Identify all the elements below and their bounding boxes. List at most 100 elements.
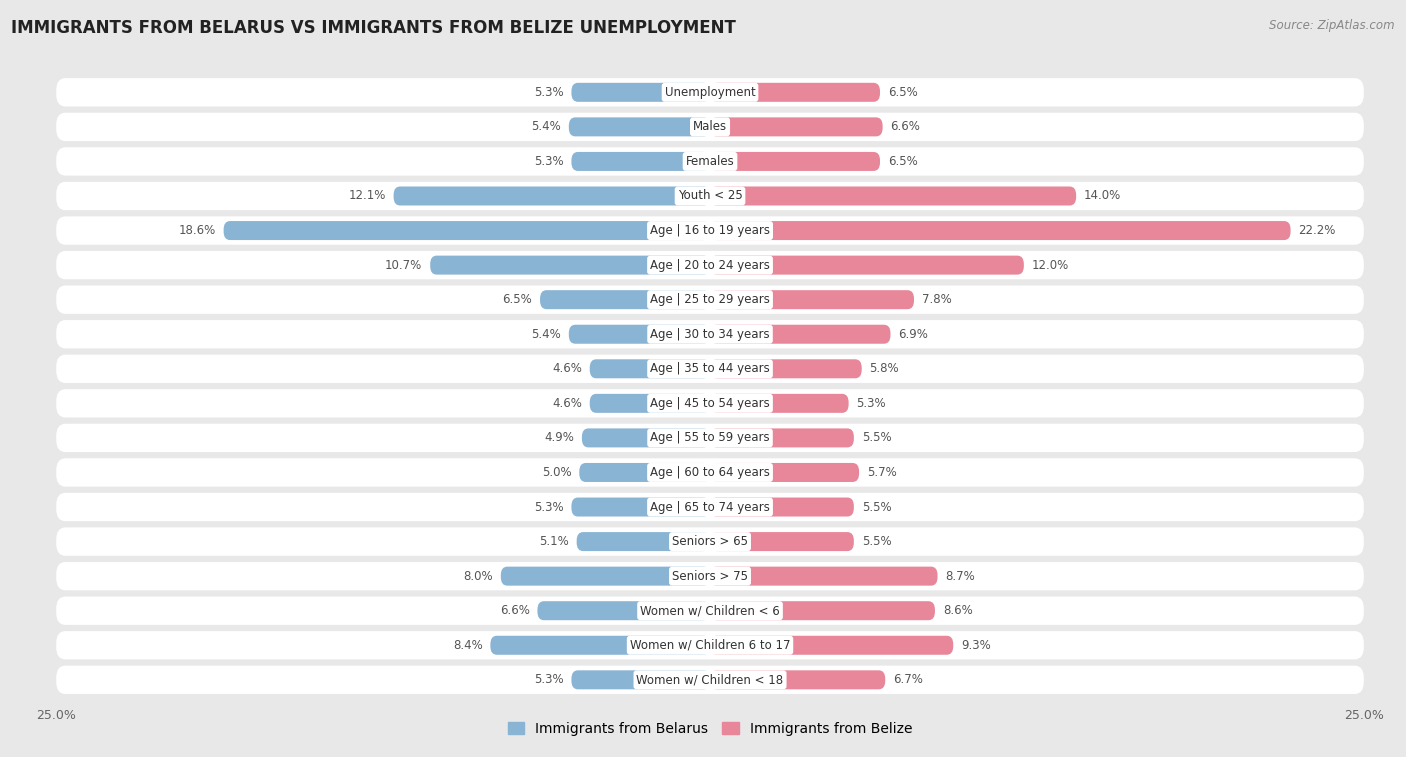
Text: 5.1%: 5.1% — [538, 535, 569, 548]
FancyBboxPatch shape — [710, 360, 862, 378]
FancyBboxPatch shape — [710, 117, 883, 136]
FancyBboxPatch shape — [710, 636, 953, 655]
Text: 8.4%: 8.4% — [453, 639, 482, 652]
FancyBboxPatch shape — [571, 670, 710, 690]
Text: 9.3%: 9.3% — [962, 639, 991, 652]
FancyBboxPatch shape — [710, 428, 853, 447]
Text: 6.6%: 6.6% — [890, 120, 921, 133]
Text: Males: Males — [693, 120, 727, 133]
FancyBboxPatch shape — [56, 113, 1364, 141]
Legend: Immigrants from Belarus, Immigrants from Belize: Immigrants from Belarus, Immigrants from… — [502, 716, 918, 742]
Text: 8.0%: 8.0% — [464, 570, 494, 583]
FancyBboxPatch shape — [710, 394, 849, 413]
Text: 5.3%: 5.3% — [534, 673, 564, 687]
Text: 5.5%: 5.5% — [862, 500, 891, 513]
FancyBboxPatch shape — [710, 290, 914, 309]
Text: Age | 45 to 54 years: Age | 45 to 54 years — [650, 397, 770, 410]
FancyBboxPatch shape — [540, 290, 710, 309]
Text: 22.2%: 22.2% — [1298, 224, 1336, 237]
Text: 5.3%: 5.3% — [534, 155, 564, 168]
FancyBboxPatch shape — [710, 463, 859, 482]
FancyBboxPatch shape — [56, 562, 1364, 590]
FancyBboxPatch shape — [576, 532, 710, 551]
FancyBboxPatch shape — [56, 458, 1364, 487]
FancyBboxPatch shape — [569, 117, 710, 136]
Text: 5.5%: 5.5% — [862, 535, 891, 548]
FancyBboxPatch shape — [56, 217, 1364, 245]
FancyBboxPatch shape — [710, 325, 890, 344]
Text: 6.7%: 6.7% — [893, 673, 922, 687]
Text: 6.6%: 6.6% — [499, 604, 530, 617]
Text: Women w/ Children < 18: Women w/ Children < 18 — [637, 673, 783, 687]
Text: Unemployment: Unemployment — [665, 86, 755, 99]
Text: Women w/ Children < 6: Women w/ Children < 6 — [640, 604, 780, 617]
FancyBboxPatch shape — [582, 428, 710, 447]
Text: 6.5%: 6.5% — [502, 293, 533, 306]
FancyBboxPatch shape — [56, 78, 1364, 107]
Text: IMMIGRANTS FROM BELARUS VS IMMIGRANTS FROM BELIZE UNEMPLOYMENT: IMMIGRANTS FROM BELARUS VS IMMIGRANTS FR… — [11, 19, 737, 37]
Text: 6.5%: 6.5% — [887, 155, 918, 168]
FancyBboxPatch shape — [56, 389, 1364, 418]
FancyBboxPatch shape — [710, 670, 886, 690]
Text: 5.0%: 5.0% — [541, 466, 571, 479]
Text: Seniors > 75: Seniors > 75 — [672, 570, 748, 583]
Text: 14.0%: 14.0% — [1084, 189, 1121, 202]
Text: Age | 60 to 64 years: Age | 60 to 64 years — [650, 466, 770, 479]
FancyBboxPatch shape — [571, 83, 710, 102]
Text: Youth < 25: Youth < 25 — [678, 189, 742, 202]
Text: Age | 30 to 34 years: Age | 30 to 34 years — [650, 328, 770, 341]
Text: Source: ZipAtlas.com: Source: ZipAtlas.com — [1270, 19, 1395, 32]
FancyBboxPatch shape — [710, 152, 880, 171]
FancyBboxPatch shape — [56, 631, 1364, 659]
Text: 18.6%: 18.6% — [179, 224, 215, 237]
FancyBboxPatch shape — [56, 182, 1364, 210]
FancyBboxPatch shape — [569, 325, 710, 344]
FancyBboxPatch shape — [571, 152, 710, 171]
Text: 6.9%: 6.9% — [898, 328, 928, 341]
FancyBboxPatch shape — [56, 354, 1364, 383]
FancyBboxPatch shape — [710, 601, 935, 620]
FancyBboxPatch shape — [571, 497, 710, 516]
Text: 4.9%: 4.9% — [544, 431, 574, 444]
FancyBboxPatch shape — [710, 221, 1291, 240]
Text: 5.5%: 5.5% — [862, 431, 891, 444]
FancyBboxPatch shape — [430, 256, 710, 275]
FancyBboxPatch shape — [589, 360, 710, 378]
FancyBboxPatch shape — [56, 320, 1364, 348]
FancyBboxPatch shape — [56, 424, 1364, 452]
FancyBboxPatch shape — [710, 497, 853, 516]
FancyBboxPatch shape — [56, 665, 1364, 694]
FancyBboxPatch shape — [56, 148, 1364, 176]
Text: Women w/ Children 6 to 17: Women w/ Children 6 to 17 — [630, 639, 790, 652]
FancyBboxPatch shape — [710, 186, 1076, 205]
Text: Age | 20 to 24 years: Age | 20 to 24 years — [650, 259, 770, 272]
Text: 5.7%: 5.7% — [868, 466, 897, 479]
FancyBboxPatch shape — [501, 567, 710, 586]
FancyBboxPatch shape — [589, 394, 710, 413]
FancyBboxPatch shape — [579, 463, 710, 482]
Text: 5.3%: 5.3% — [856, 397, 886, 410]
Text: Seniors > 65: Seniors > 65 — [672, 535, 748, 548]
FancyBboxPatch shape — [491, 636, 710, 655]
Text: Age | 25 to 29 years: Age | 25 to 29 years — [650, 293, 770, 306]
FancyBboxPatch shape — [56, 251, 1364, 279]
Text: 4.6%: 4.6% — [553, 363, 582, 375]
FancyBboxPatch shape — [56, 597, 1364, 625]
FancyBboxPatch shape — [710, 532, 853, 551]
Text: 8.7%: 8.7% — [945, 570, 976, 583]
Text: Age | 55 to 59 years: Age | 55 to 59 years — [650, 431, 770, 444]
Text: 5.4%: 5.4% — [531, 328, 561, 341]
FancyBboxPatch shape — [710, 83, 880, 102]
Text: Age | 65 to 74 years: Age | 65 to 74 years — [650, 500, 770, 513]
Text: Age | 16 to 19 years: Age | 16 to 19 years — [650, 224, 770, 237]
Text: 5.3%: 5.3% — [534, 500, 564, 513]
Text: Females: Females — [686, 155, 734, 168]
Text: 12.0%: 12.0% — [1032, 259, 1069, 272]
FancyBboxPatch shape — [394, 186, 710, 205]
Text: 5.3%: 5.3% — [534, 86, 564, 99]
FancyBboxPatch shape — [537, 601, 710, 620]
Text: 7.8%: 7.8% — [922, 293, 952, 306]
FancyBboxPatch shape — [56, 493, 1364, 521]
Text: 6.5%: 6.5% — [887, 86, 918, 99]
Text: 10.7%: 10.7% — [385, 259, 422, 272]
